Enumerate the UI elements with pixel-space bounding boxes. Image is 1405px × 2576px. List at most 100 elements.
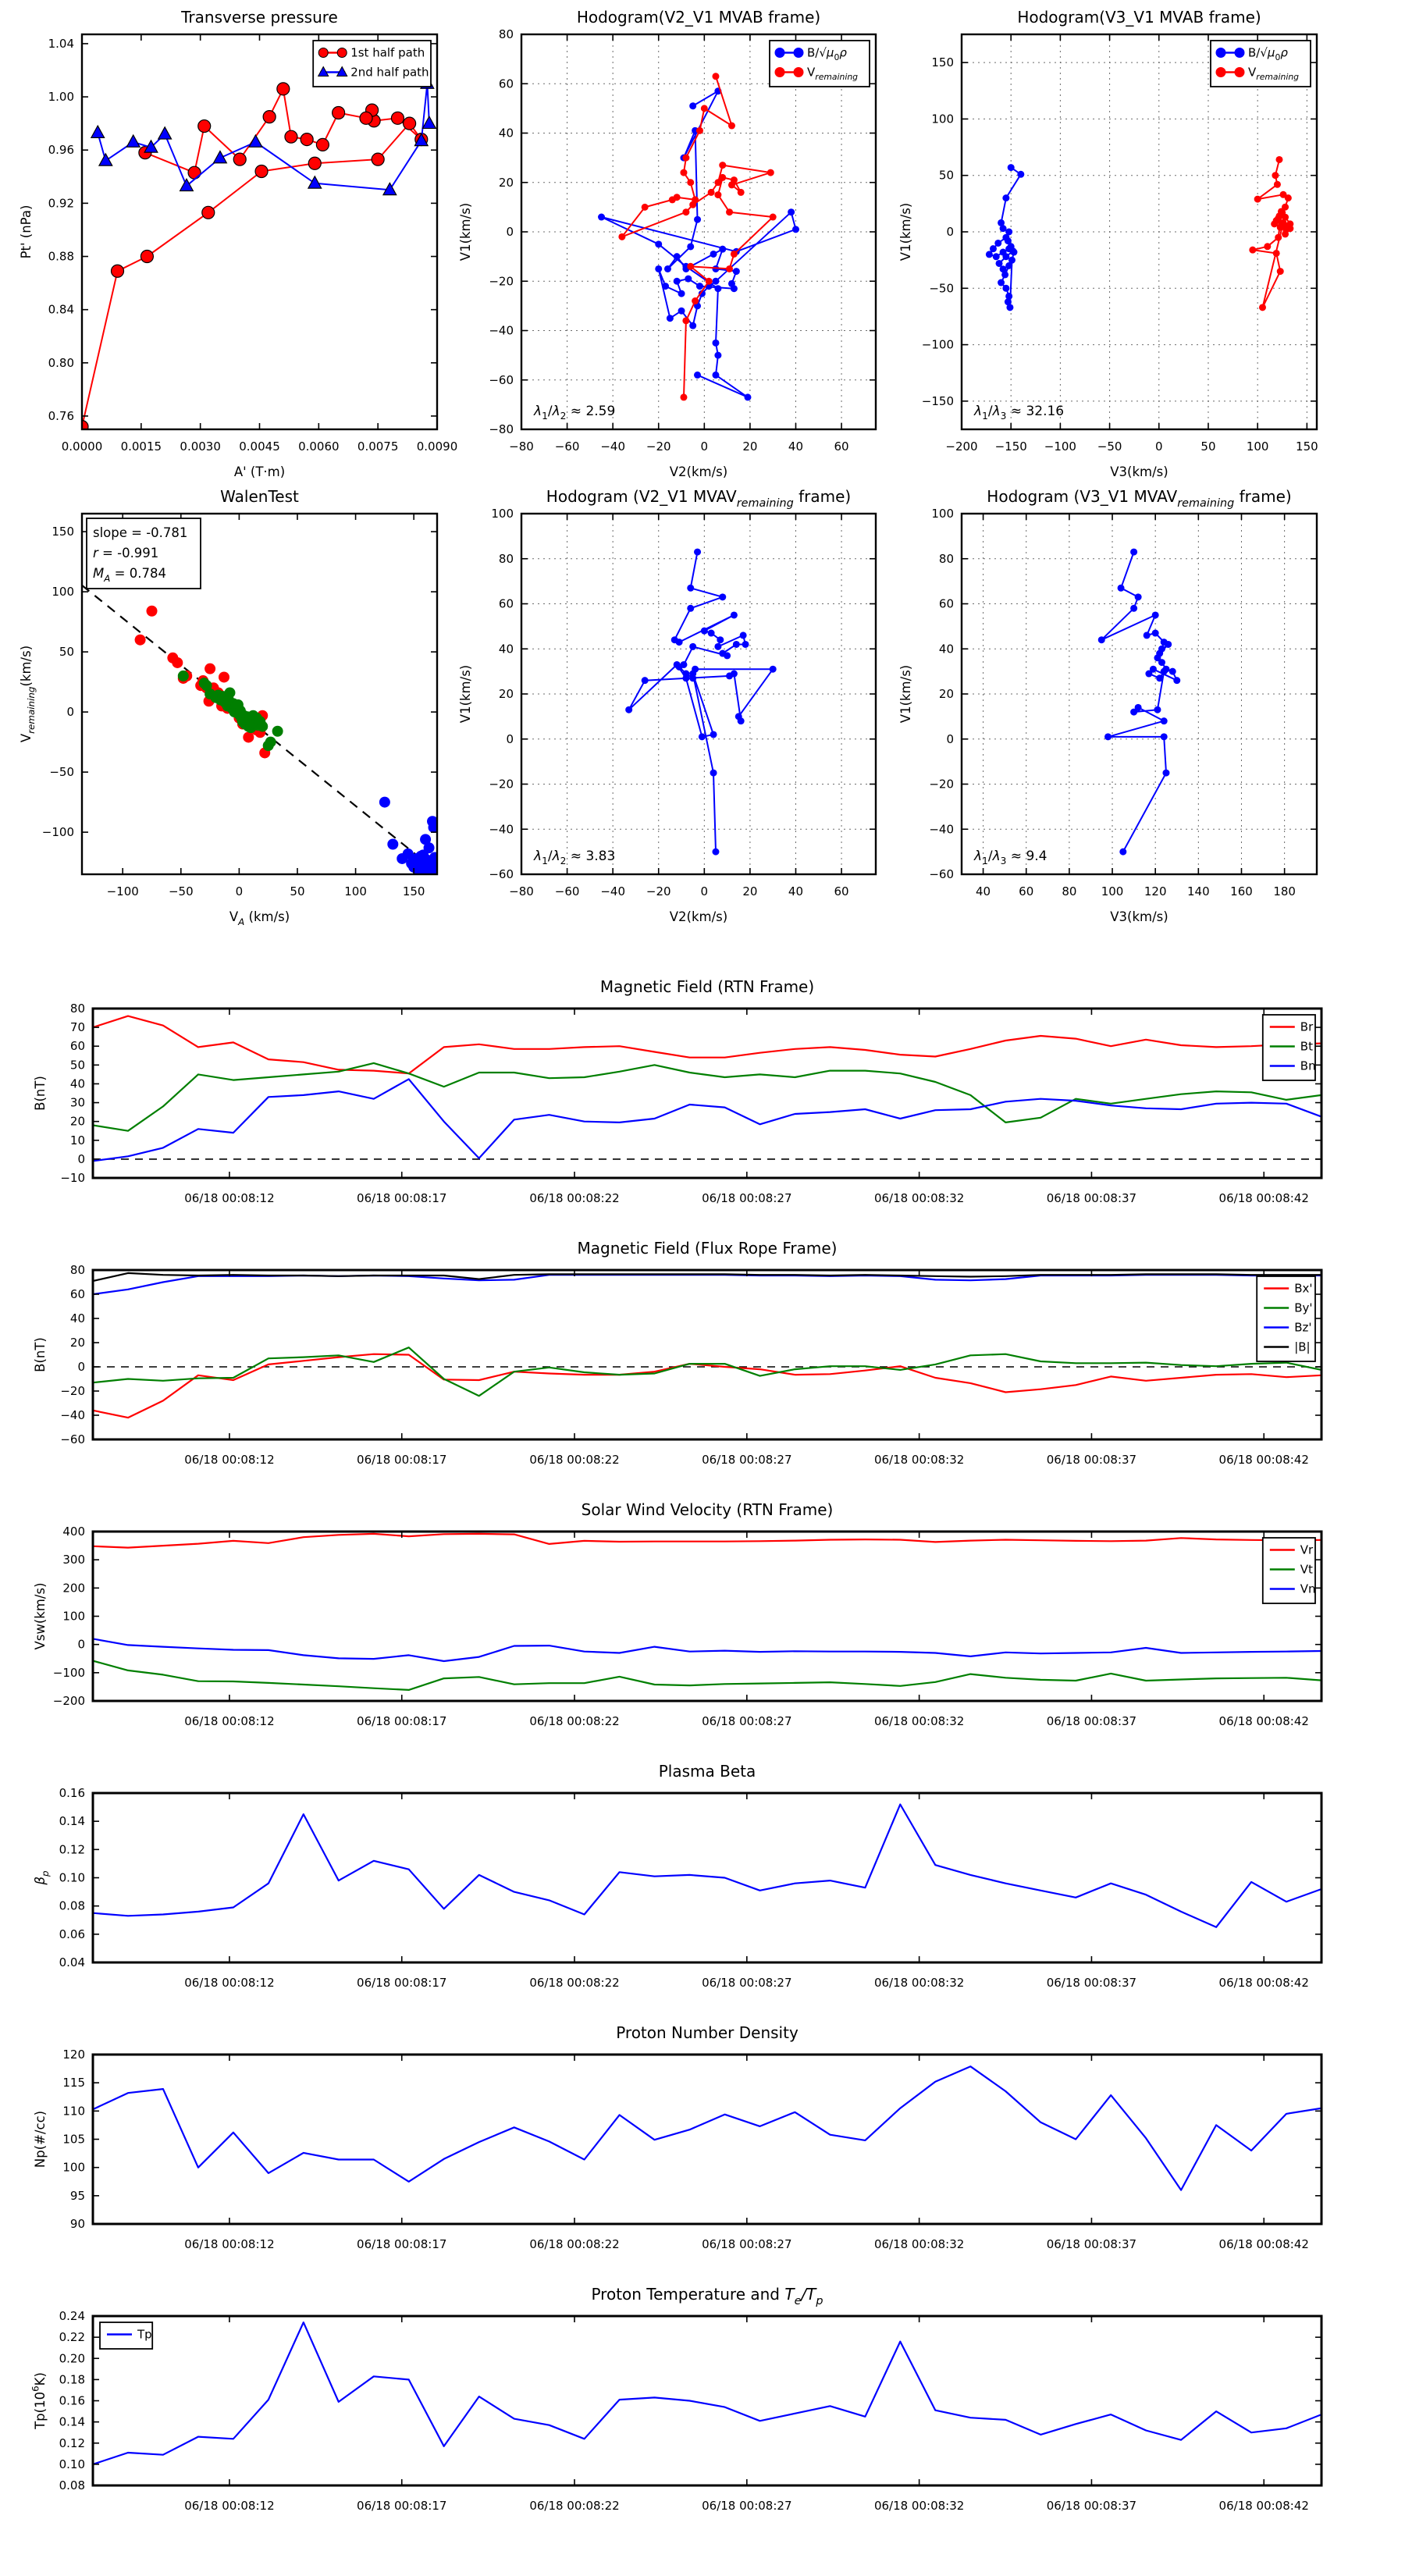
svg-text:06/18 00:08:42: 06/18 00:08:42 [1219, 2499, 1309, 2513]
svg-text:V2(km/s): V2(km/s) [670, 464, 727, 479]
svg-text:06/18 00:08:32: 06/18 00:08:32 [874, 1453, 964, 1467]
svg-text:V1(km/s): V1(km/s) [458, 665, 473, 723]
svg-text:0.10: 0.10 [59, 1871, 85, 1885]
svg-text:−40: −40 [600, 884, 625, 898]
svg-text:100: 100 [62, 1610, 85, 1624]
svg-text:0.10: 0.10 [59, 2457, 85, 2471]
svg-text:40: 40 [499, 642, 514, 656]
svg-text:95: 95 [70, 2189, 85, 2203]
panel-hodogram-v3v1-mvav: 40 60 80 100 120 140 160 180 −60 −40 −20 0 20 40 60 80 1… [898, 487, 1318, 924]
svg-text:0: 0 [77, 1360, 85, 1374]
svg-text:06/18 00:08:37: 06/18 00:08:37 [1047, 1453, 1136, 1467]
svg-text:Vr: Vr [1300, 1543, 1314, 1557]
panel-solar-wind-velocity: 06/18 00:08:12 06/18 00:08:17 06/18 00:08:… [33, 1500, 1323, 1728]
svg-text:−150: −150 [922, 394, 954, 408]
svg-text:06/18 00:08:27: 06/18 00:08:27 [702, 1714, 791, 1728]
svg-text:Plasma Beta: Plasma Beta [659, 1762, 756, 1781]
svg-text:20: 20 [70, 1336, 85, 1350]
panel-hodogram-v2v1-mvav: −80 −60 −40 −20 0 20 40 60 −60 −40 −20 0 20 40 60 80 100… [458, 487, 877, 924]
svg-text:Bz': Bz' [1294, 1321, 1311, 1335]
svg-text:B(nT): B(nT) [33, 1076, 48, 1111]
svg-text:Hodogram(V3_V1 MVAB frame): Hodogram(V3_V1 MVAB frame) [1017, 8, 1261, 27]
svg-text:06/18 00:08:12: 06/18 00:08:12 [184, 2237, 274, 2251]
svg-text:40: 40 [499, 126, 514, 141]
svg-text:0.08: 0.08 [59, 2478, 85, 2492]
svg-text:20: 20 [499, 176, 514, 190]
svg-text:Bt: Bt [1300, 1040, 1313, 1054]
svg-text:06/18 00:08:37: 06/18 00:08:37 [1047, 1976, 1136, 1990]
svg-text:−60: −60 [555, 884, 580, 898]
svg-text:0.76: 0.76 [48, 409, 74, 423]
svg-text:50: 50 [290, 884, 304, 898]
svg-text:−100: −100 [922, 338, 954, 352]
svg-text:0: 0 [506, 225, 514, 239]
svg-text:0.0090: 0.0090 [417, 439, 458, 454]
svg-text:−150: −150 [995, 439, 1027, 454]
svg-text:0.0060: 0.0060 [298, 439, 340, 454]
svg-text:60: 60 [499, 76, 514, 91]
svg-text:06/18 00:08:22: 06/18 00:08:22 [529, 1453, 619, 1467]
svg-text:06/18 00:08:32: 06/18 00:08:32 [874, 1191, 964, 1205]
svg-text:0: 0 [506, 732, 514, 746]
svg-text:100: 100 [344, 884, 367, 898]
svg-text:Vremaining: Vremaining [807, 66, 858, 83]
svg-text:B/√μ0ρ: B/√μ0ρ [1248, 46, 1288, 63]
svg-text:A' (T·m): A' (T·m) [234, 464, 285, 479]
svg-text:0.18: 0.18 [59, 2372, 85, 2386]
svg-text:100: 100 [1101, 884, 1124, 898]
svg-text:−50: −50 [1097, 439, 1122, 454]
svg-text:0.96: 0.96 [48, 143, 74, 157]
svg-text:60: 60 [834, 439, 849, 454]
svg-text:Br: Br [1300, 1020, 1314, 1034]
svg-text:115: 115 [62, 2076, 85, 2090]
svg-text:100: 100 [931, 507, 954, 521]
svg-text:Hodogram(V2_V1 MVAB frame): Hodogram(V2_V1 MVAB frame) [577, 8, 820, 27]
panel-hodogram-v3v1-mvab: −200 −150 −100 −50 0 50 100 150 −150 −100 −50 0 50 10… [898, 8, 1318, 479]
svg-text:50: 50 [939, 169, 954, 183]
svg-text:06/18 00:08:17: 06/18 00:08:17 [357, 1976, 446, 1990]
svg-text:0: 0 [77, 1152, 85, 1166]
svg-text:Tp: Tp [137, 2328, 152, 2342]
svg-text:06/18 00:08:17: 06/18 00:08:17 [357, 1714, 446, 1728]
panel-walen-test: −100 −50 0 50 100 150 −100 −50 0 50 100 150 WalenTes… [19, 487, 439, 927]
svg-text:0: 0 [77, 1638, 85, 1652]
svg-text:50: 50 [59, 645, 74, 659]
svg-text:V1(km/s): V1(km/s) [458, 203, 473, 261]
svg-text:160: 160 [1230, 884, 1253, 898]
svg-text:Hodogram (V2_V1 MVAVremaining: Hodogram (V2_V1 MVAVremaining frame) [546, 487, 851, 510]
svg-text:10: 10 [70, 1133, 85, 1147]
svg-text:Pt' (nPa): Pt' (nPa) [19, 205, 34, 259]
svg-text:100: 100 [1247, 439, 1269, 454]
svg-text:−40: −40 [60, 1408, 85, 1422]
panel-magnetic-field-flux-rope: 06/18 00:08:12 06/18 00:08:17 06/18 00:08:… [33, 1239, 1323, 1467]
svg-text:0.0075: 0.0075 [357, 439, 399, 454]
svg-text:180: 180 [1273, 884, 1296, 898]
svg-text:06/18 00:08:42: 06/18 00:08:42 [1219, 1191, 1309, 1205]
svg-text:|B|: |B| [1294, 1340, 1310, 1354]
svg-text:λ1/λ3 ≈ 9.4: λ1/λ3 ≈ 9.4 [973, 849, 1047, 866]
svg-text:−20: −20 [489, 777, 514, 792]
svg-text:0.80: 0.80 [48, 356, 74, 370]
svg-text:06/18 00:08:27: 06/18 00:08:27 [702, 1453, 791, 1467]
svg-text:40: 40 [939, 642, 954, 656]
svg-text:100: 100 [931, 112, 954, 126]
svg-text:0.20: 0.20 [59, 2351, 85, 2365]
panel-proton-temperature: 06/18 00:08:12 06/18 00:08:17 06/18 00:08:… [30, 2285, 1323, 2513]
svg-text:40: 40 [976, 884, 991, 898]
svg-text:100: 100 [52, 585, 74, 599]
svg-text:Tp(106K): Tp(106K) [30, 2372, 48, 2430]
svg-text:100: 100 [491, 507, 514, 521]
svg-text:06/18 00:08:22: 06/18 00:08:22 [529, 1976, 619, 1990]
svg-text:06/18 00:08:27: 06/18 00:08:27 [702, 2237, 791, 2251]
svg-text:06/18 00:08:32: 06/18 00:08:32 [874, 1714, 964, 1728]
svg-text:r = -0.991: r = -0.991 [93, 546, 158, 560]
svg-text:120: 120 [1144, 884, 1167, 898]
svg-text:40: 40 [70, 1311, 85, 1325]
svg-text:λ1/λ3 ≈ 32.16: λ1/λ3 ≈ 32.16 [973, 404, 1064, 422]
svg-text:70: 70 [70, 1020, 85, 1034]
svg-text:WalenTest: WalenTest [220, 487, 299, 506]
svg-text:−40: −40 [929, 822, 954, 836]
svg-text:40: 40 [788, 884, 803, 898]
svg-text:150: 150 [52, 525, 74, 539]
